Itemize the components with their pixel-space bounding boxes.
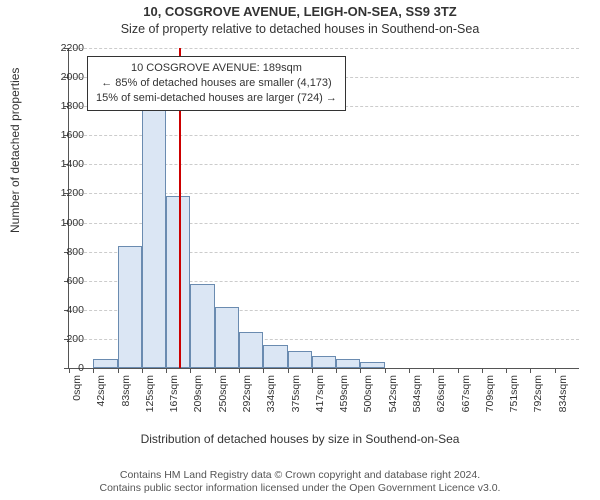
y-tick-label: 400 (66, 304, 84, 316)
x-tick-label: 292sqm (241, 375, 253, 412)
x-tick (458, 368, 459, 373)
x-tick (215, 368, 216, 373)
y-tick-label: 200 (66, 333, 84, 345)
attribution-line: Contains HM Land Registry data © Crown c… (0, 469, 600, 483)
x-tick-label: 500sqm (362, 375, 374, 412)
y-tick-label: 800 (66, 246, 84, 258)
x-tick (385, 368, 386, 373)
histogram-bar (118, 246, 142, 368)
x-tick (263, 368, 264, 373)
y-tick-label: 0 (78, 362, 84, 374)
x-tick-label: 709sqm (484, 375, 496, 412)
annotation-line: 10 COSGROVE AVENUE: 189sqm (96, 61, 337, 76)
x-tick-label: 209sqm (192, 375, 204, 412)
y-tick-label: 1800 (61, 100, 84, 112)
x-tick (239, 368, 240, 373)
histogram-bar (190, 284, 214, 368)
x-tick (530, 368, 531, 373)
x-tick-label: 459sqm (338, 375, 350, 412)
histogram-bar (93, 359, 117, 368)
histogram-bar (336, 359, 360, 368)
annotation-box: 10 COSGROVE AVENUE: 189sqm← 85% of detac… (87, 56, 346, 111)
x-tick-label: 751sqm (508, 375, 520, 412)
histogram-bar (142, 108, 166, 368)
x-tick-label: 167sqm (168, 375, 180, 412)
x-tick (506, 368, 507, 373)
histogram-bar (312, 356, 336, 368)
x-tick-label: 417sqm (314, 375, 326, 412)
x-tick-label: 834sqm (557, 375, 569, 412)
y-tick-label: 1200 (61, 187, 84, 199)
histogram-bar (288, 351, 312, 368)
x-tick (288, 368, 289, 373)
x-tick (312, 368, 313, 373)
chart-container: 10, COSGROVE AVENUE, LEIGH-ON-SEA, SS9 3… (0, 0, 600, 500)
x-tick (166, 368, 167, 373)
x-tick-label: 42sqm (95, 375, 107, 407)
y-tick-label: 1600 (61, 129, 84, 141)
x-tick-label: 0sqm (71, 375, 83, 401)
x-tick-label: 584sqm (411, 375, 423, 412)
histogram-bar (239, 332, 263, 368)
histogram-bar (263, 345, 287, 368)
attribution: Contains HM Land Registry data © Crown c… (0, 469, 600, 496)
histogram-bar (360, 362, 384, 368)
x-tick (118, 368, 119, 373)
x-tick-label: 792sqm (532, 375, 544, 412)
chart-title-main: 10, COSGROVE AVENUE, LEIGH-ON-SEA, SS9 3… (0, 4, 600, 19)
x-tick-label: 125sqm (144, 375, 156, 412)
attribution-line: Contains public sector information licen… (0, 482, 600, 496)
x-tick (142, 368, 143, 373)
x-tick-label: 334sqm (265, 375, 277, 412)
x-tick-label: 626sqm (435, 375, 447, 412)
x-tick (555, 368, 556, 373)
y-tick-label: 1000 (61, 217, 84, 229)
x-tick (409, 368, 410, 373)
x-axis-label: Distribution of detached houses by size … (0, 432, 600, 446)
gridline (69, 48, 579, 49)
x-tick-label: 375sqm (290, 375, 302, 412)
chart-title-sub: Size of property relative to detached ho… (0, 22, 600, 36)
x-tick-label: 542sqm (387, 375, 399, 412)
y-tick-label: 2200 (61, 42, 84, 54)
y-tick-label: 1400 (61, 158, 84, 170)
x-tick (69, 368, 70, 373)
x-tick-label: 667sqm (460, 375, 472, 412)
y-axis-label: Number of detached properties (8, 68, 22, 233)
x-tick (360, 368, 361, 373)
x-tick (93, 368, 94, 373)
histogram-bar (215, 307, 239, 368)
x-tick-label: 83sqm (120, 375, 132, 407)
annotation-line: ← 85% of detached houses are smaller (4,… (96, 76, 337, 91)
x-tick (336, 368, 337, 373)
x-tick (482, 368, 483, 373)
y-tick-label: 2000 (61, 71, 84, 83)
plot-area: 10 COSGROVE AVENUE: 189sqm← 85% of detac… (68, 48, 579, 369)
y-tick-label: 600 (66, 275, 84, 287)
x-tick (433, 368, 434, 373)
annotation-line: 15% of semi-detached houses are larger (… (96, 91, 337, 106)
x-tick-label: 250sqm (217, 375, 229, 412)
x-tick (190, 368, 191, 373)
